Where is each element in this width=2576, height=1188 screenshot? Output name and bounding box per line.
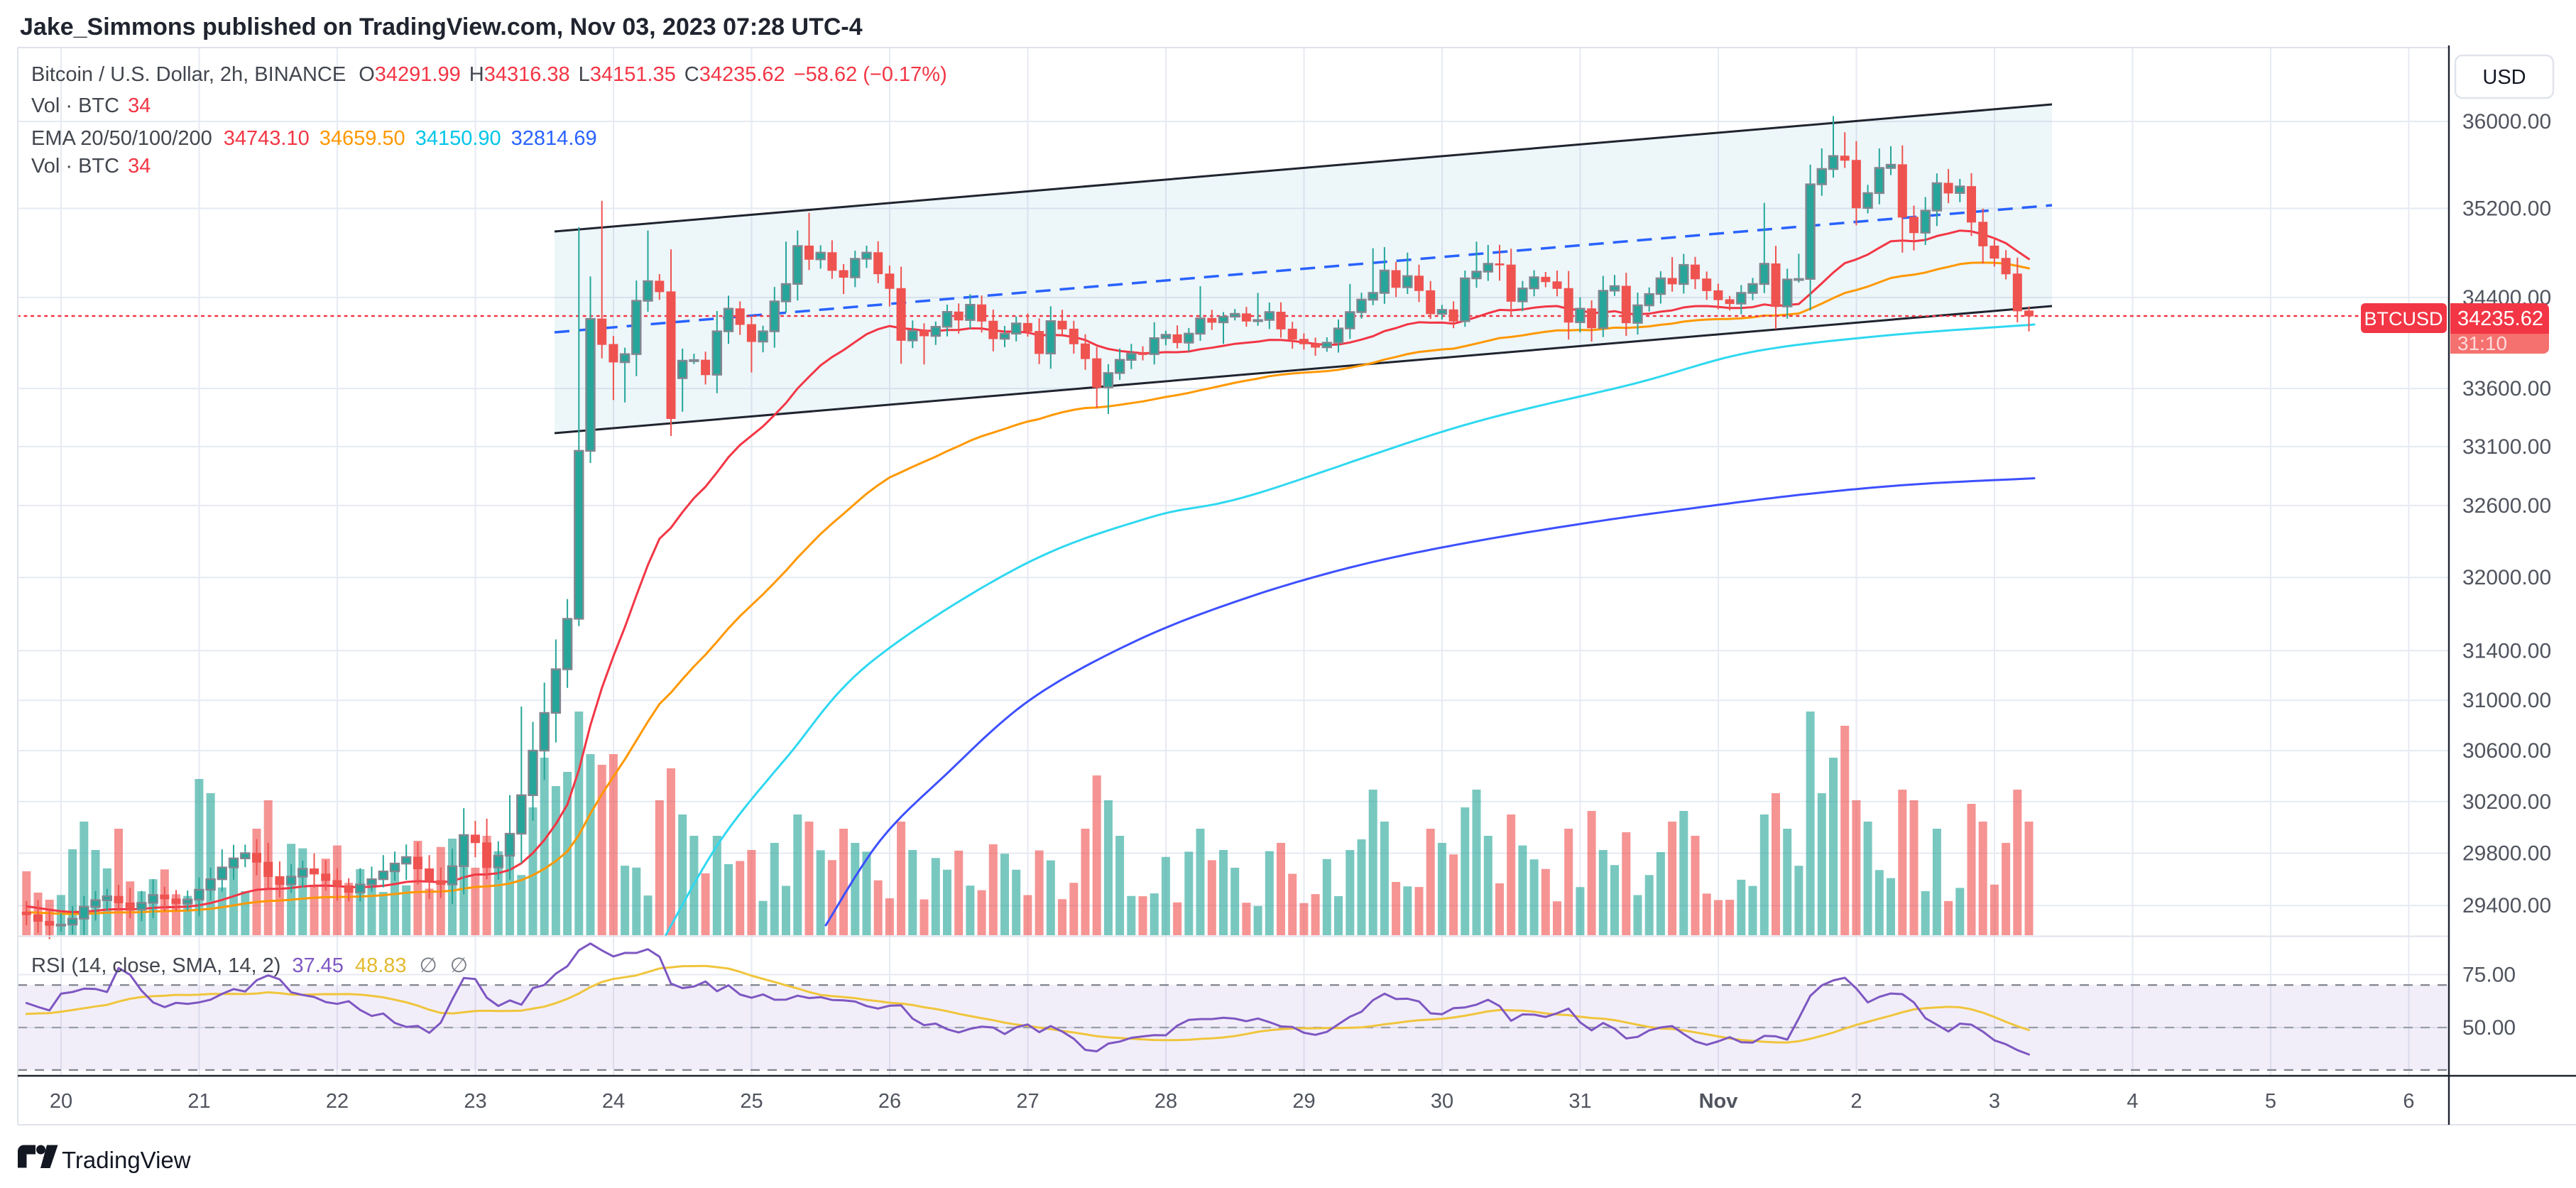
svg-text:26: 26 <box>878 1090 901 1113</box>
svg-text:TradingView: TradingView <box>62 1147 191 1173</box>
svg-text:4: 4 <box>2127 1090 2138 1113</box>
svg-text:5: 5 <box>2265 1090 2276 1113</box>
svg-text:21: 21 <box>187 1090 210 1113</box>
svg-text:33100.00: 33100.00 <box>2462 435 2551 459</box>
svg-text:20: 20 <box>50 1090 72 1113</box>
svg-text:USD: USD <box>2482 66 2526 89</box>
svg-text:30600.00: 30600.00 <box>2462 739 2551 763</box>
svg-text:27: 27 <box>1016 1090 1039 1113</box>
svg-text:30200.00: 30200.00 <box>2462 790 2551 814</box>
svg-text:31:10: 31:10 <box>2457 332 2507 354</box>
svg-text:30: 30 <box>1431 1090 1453 1113</box>
svg-text:32000.00: 32000.00 <box>2462 566 2551 589</box>
svg-text:32600.00: 32600.00 <box>2462 494 2551 518</box>
svg-text:Jake_Simmons published on Trad: Jake_Simmons published on TradingView.co… <box>20 13 863 40</box>
svg-text:31400.00: 31400.00 <box>2462 639 2551 663</box>
svg-text:35200.00: 35200.00 <box>2462 197 2551 221</box>
svg-text:Bitcoin / U.S. Dollar, 2h, BIN: Bitcoin / U.S. Dollar, 2h, BINANCE O34291… <box>31 63 947 86</box>
svg-text:25: 25 <box>740 1090 763 1113</box>
svg-text:50.00: 50.00 <box>2462 1016 2516 1040</box>
svg-text:36000.00: 36000.00 <box>2462 110 2551 133</box>
svg-text:24: 24 <box>602 1090 625 1113</box>
svg-text:3: 3 <box>1989 1090 2000 1113</box>
svg-text:29800.00: 29800.00 <box>2462 842 2551 866</box>
svg-text:31: 31 <box>1568 1090 1591 1113</box>
svg-text:29400.00: 29400.00 <box>2462 894 2551 917</box>
svg-text:23: 23 <box>464 1090 486 1113</box>
svg-text:34235.62: 34235.62 <box>2457 307 2543 330</box>
svg-text:BTCUSD: BTCUSD <box>2364 308 2443 329</box>
svg-text:28: 28 <box>1155 1090 1177 1113</box>
svg-text:29: 29 <box>1292 1090 1315 1113</box>
svg-text:33600.00: 33600.00 <box>2462 377 2551 400</box>
svg-text:75.00: 75.00 <box>2462 964 2516 987</box>
svg-text:Nov: Nov <box>1699 1090 1738 1113</box>
svg-text:2: 2 <box>1850 1090 1862 1113</box>
svg-text:22: 22 <box>326 1090 349 1113</box>
svg-text:31000.00: 31000.00 <box>2462 689 2551 712</box>
svg-text:6: 6 <box>2403 1090 2414 1113</box>
svg-text:RSI (14, close, SMA, 14, 2)37.: RSI (14, close, SMA, 14, 2) 37.45 48.83 ∅ ∅ <box>31 954 468 977</box>
